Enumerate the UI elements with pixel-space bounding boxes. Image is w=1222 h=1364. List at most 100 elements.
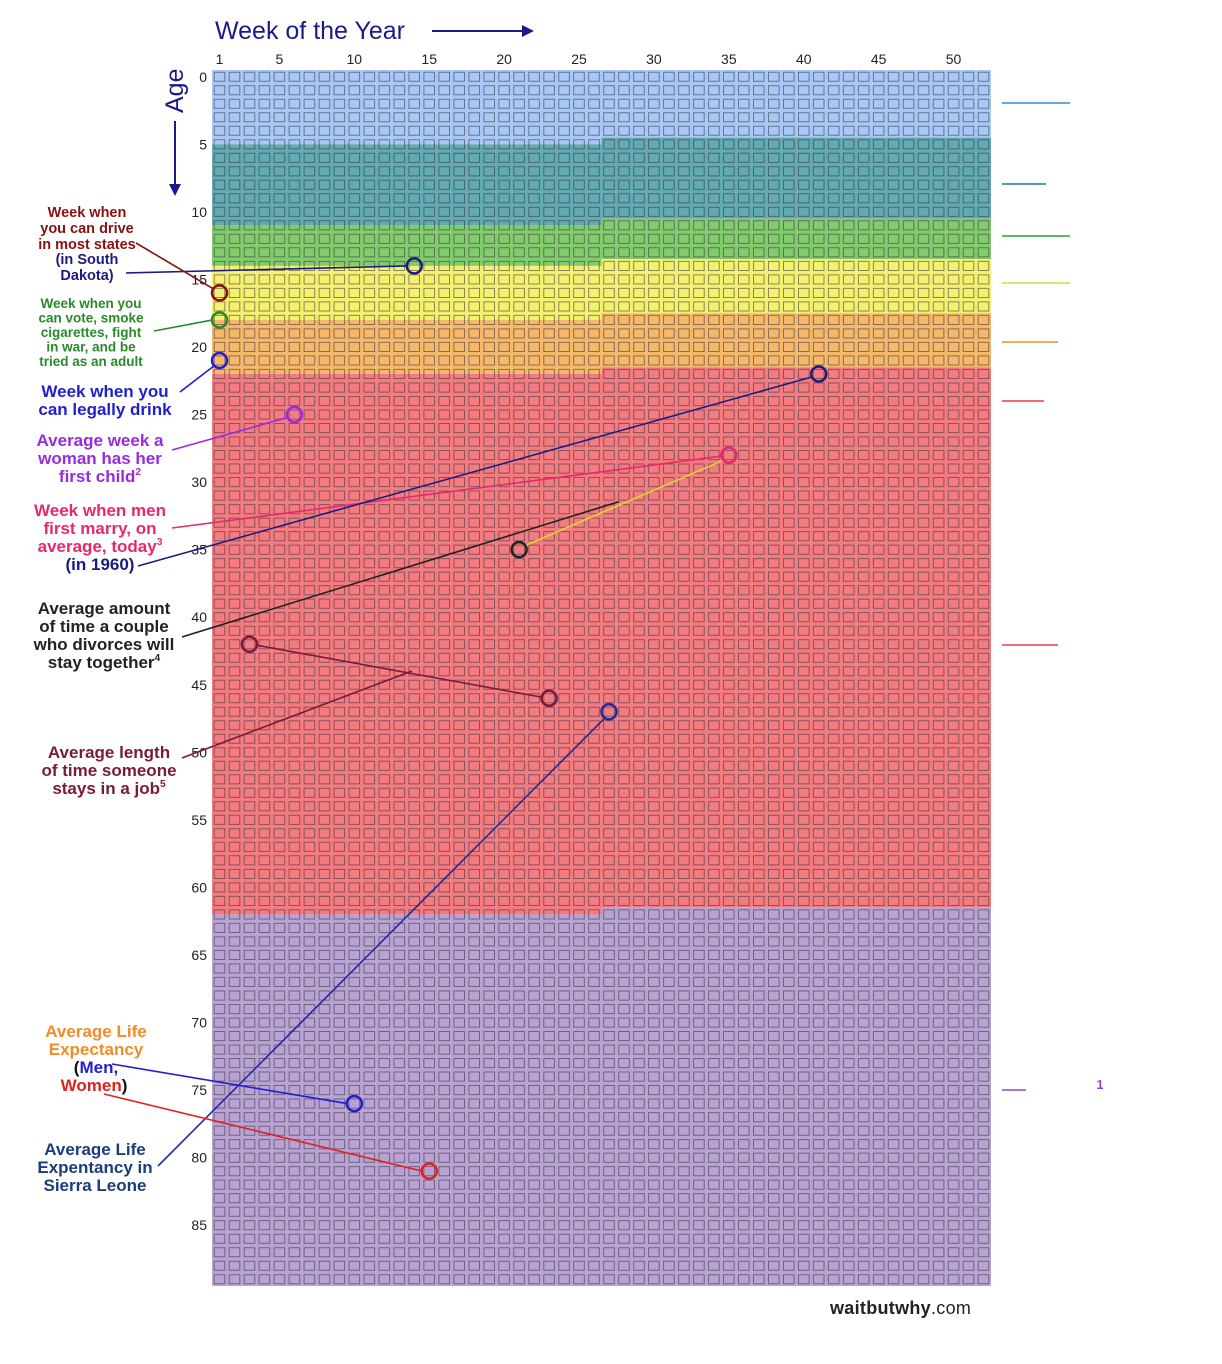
label-drive: Week when you can drive in most states bbox=[38, 205, 136, 253]
footer-credit: waitbutwhy.com bbox=[830, 1298, 971, 1319]
milestone-marker bbox=[540, 689, 558, 708]
leader-drive bbox=[135, 242, 214, 290]
label-marry-1960: (in 1960) bbox=[66, 555, 135, 574]
x-tick-label: 40 bbox=[796, 51, 812, 67]
life-stage-bands bbox=[212, 70, 991, 1286]
label-life-expectancy: Average Life Expectancy bbox=[45, 1022, 146, 1059]
label-life-expectancy-men: (Men, bbox=[74, 1058, 118, 1077]
stage-band-right bbox=[601, 907, 991, 1286]
y-tick-label: 75 bbox=[191, 1082, 207, 1098]
milestone-marker bbox=[210, 284, 229, 302]
x-tick-label: 50 bbox=[946, 51, 962, 67]
milestone-marker bbox=[240, 635, 259, 653]
leader-vote bbox=[153, 319, 213, 332]
label-vote: Week when you can vote, smoke cigarettes, … bbox=[38, 296, 144, 369]
milestone-marker bbox=[285, 405, 304, 424]
stage-band-right bbox=[601, 259, 991, 314]
label-job: Average length of time someone stays in a … bbox=[41, 743, 176, 798]
milestone-marker bbox=[345, 1094, 364, 1113]
x-tick-label: 15 bbox=[421, 51, 437, 67]
leader-job-span bbox=[256, 644, 543, 699]
y-tick-label: 45 bbox=[191, 677, 207, 693]
leader-divorce-span bbox=[524, 459, 725, 547]
x-tick-label: 25 bbox=[571, 51, 587, 67]
y-tick-label: 25 bbox=[191, 407, 207, 423]
stage-band-right bbox=[601, 218, 991, 260]
leader-women bbox=[103, 1093, 423, 1172]
leader-divorce bbox=[181, 500, 620, 638]
y-tick-label: 60 bbox=[191, 879, 207, 895]
x-tick-label: 45 bbox=[871, 51, 887, 67]
milestone-marker bbox=[600, 703, 618, 721]
stage-band-left bbox=[212, 144, 602, 226]
y-axis-title: Age bbox=[161, 69, 189, 113]
leader-lines bbox=[103, 242, 812, 1172]
milestone-marker bbox=[720, 446, 738, 464]
milestone-marker bbox=[809, 365, 828, 383]
milestone-marker bbox=[405, 257, 423, 275]
y-tick-label: 10 bbox=[191, 204, 207, 220]
label-divorce: Average amount of time a couple who divorc… bbox=[33, 599, 175, 672]
stage-labels: 1 bbox=[1002, 102, 1104, 1092]
y-tick-label: 55 bbox=[191, 812, 207, 828]
y-tick-label: 70 bbox=[191, 1015, 207, 1031]
milestone-markers bbox=[210, 257, 828, 1180]
label-marry: Week when men first marry, on average, tod… bbox=[34, 501, 166, 556]
footer-tld: .com bbox=[931, 1298, 972, 1318]
axis-ticks: 1510152025303540455005101520253035404550… bbox=[191, 51, 961, 1233]
y-tick-label: 85 bbox=[191, 1217, 207, 1233]
y-tick-label: 65 bbox=[191, 947, 207, 963]
y-tick-label: 20 bbox=[191, 339, 207, 355]
leader-sierra bbox=[157, 717, 606, 1167]
x-tick-label: 10 bbox=[347, 51, 363, 67]
leader-men bbox=[111, 1063, 348, 1105]
y-tick-label: 50 bbox=[191, 744, 207, 760]
x-axis-arrowhead bbox=[522, 25, 534, 37]
axes: Week of the Year Age bbox=[161, 17, 534, 196]
x-tick-label: 1 bbox=[216, 51, 224, 67]
y-tick-label: 35 bbox=[191, 542, 207, 558]
week-grid bbox=[213, 71, 990, 1285]
leader-south-dakota bbox=[125, 265, 408, 274]
annotation-labels: Week when you can drive in most states(in … bbox=[33, 205, 177, 1195]
x-tick-label: 35 bbox=[721, 51, 737, 67]
footer-brand: waitbutwhy bbox=[830, 1298, 931, 1318]
stage-band-left bbox=[212, 319, 602, 374]
stage-band-right bbox=[601, 137, 991, 219]
week-boxes bbox=[213, 71, 990, 1285]
leader-drink bbox=[179, 364, 215, 393]
x-tick-label: 20 bbox=[496, 51, 512, 67]
stage-band-left bbox=[212, 225, 602, 266]
stage-band-right bbox=[601, 313, 991, 368]
leader-marry-1960 bbox=[137, 376, 812, 567]
label-life-expectancy-women: Women) bbox=[61, 1076, 128, 1095]
leader-first-child bbox=[171, 416, 288, 451]
y-tick-label: 15 bbox=[191, 271, 207, 287]
y-tick-label: 80 bbox=[191, 1150, 207, 1166]
stage-band-left bbox=[212, 914, 602, 1286]
y-tick-label: 5 bbox=[199, 136, 207, 152]
leader-job bbox=[181, 670, 413, 759]
y-axis-arrowhead bbox=[169, 184, 181, 196]
milestone-marker bbox=[420, 1162, 438, 1180]
x-tick-label: 30 bbox=[646, 51, 662, 67]
label-sierra-leone: Average Life Expentancy in Sierra Leone bbox=[37, 1140, 152, 1195]
milestone-marker bbox=[510, 540, 528, 559]
milestone-marker bbox=[210, 311, 229, 329]
stage-band-right bbox=[601, 367, 991, 908]
y-tick-label: 40 bbox=[191, 609, 207, 625]
label-south-dakota: (in South Dakota) bbox=[56, 252, 119, 284]
y-tick-label: 30 bbox=[191, 474, 207, 490]
milestone-marker bbox=[210, 351, 229, 370]
x-tick-label: 5 bbox=[276, 51, 284, 67]
label-first-child: Average week a woman has her first child2 bbox=[37, 431, 164, 486]
y-tick-label: 0 bbox=[199, 69, 207, 85]
stage-band-left bbox=[212, 70, 602, 145]
label-drink: Week when you can legally drink bbox=[38, 382, 172, 419]
leader-marry bbox=[171, 455, 722, 529]
stage-label-retirement: 1 bbox=[1096, 1078, 1103, 1092]
stage-band-right bbox=[601, 70, 991, 138]
stage-band-left bbox=[212, 374, 602, 915]
stage-band-left bbox=[212, 265, 602, 320]
